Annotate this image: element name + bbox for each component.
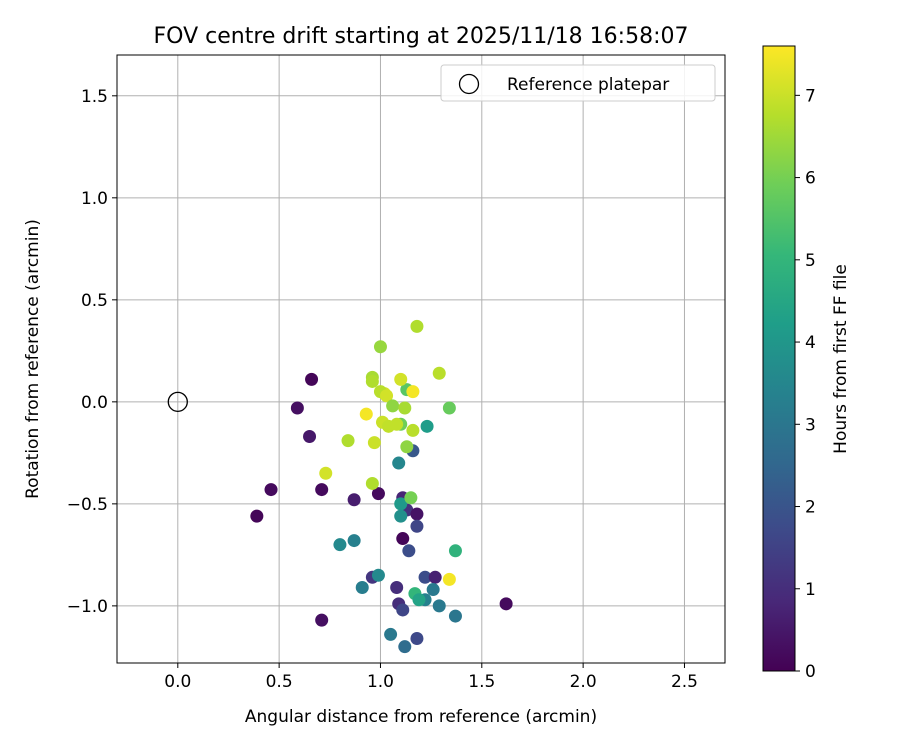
legend-open-circle-icon	[458, 73, 480, 95]
data-point	[396, 603, 410, 617]
x-tick-label: 0.5	[266, 672, 293, 692]
y-tick-label: 1.5	[81, 87, 108, 107]
colorbar-tick-label: 0	[805, 662, 816, 682]
data-point	[264, 483, 278, 497]
data-point	[305, 372, 319, 386]
data-point	[341, 434, 355, 448]
x-axis-label: Angular distance from reference (arcmin)	[245, 707, 597, 727]
data-point	[315, 613, 329, 627]
legend-box	[440, 64, 716, 102]
y-tick-label: 0.0	[81, 393, 108, 413]
colorbar-gradient	[763, 46, 795, 671]
data-point	[347, 493, 361, 507]
data-point	[384, 627, 398, 641]
colorbar-tick-label: 3	[805, 415, 816, 435]
data-point	[390, 417, 404, 431]
x-tick-label: 1.5	[468, 672, 495, 692]
y-axis-ticks: −1.0 −0.5 0.0 0.5 1.0 1.5	[67, 87, 117, 617]
data-point	[412, 593, 426, 607]
data-point	[365, 374, 379, 388]
data-point	[386, 399, 400, 413]
data-point	[380, 389, 394, 403]
data-point	[410, 519, 424, 533]
data-point	[319, 466, 333, 480]
y-tick-label: 1.0	[81, 189, 108, 209]
data-point	[315, 483, 329, 497]
colorbar-tick-label: 4	[805, 333, 816, 353]
x-tick-label: 2.0	[570, 672, 597, 692]
data-point	[400, 440, 414, 454]
data-point	[442, 401, 456, 415]
colorbar-label: Hours from first FF file	[831, 264, 851, 454]
data-point	[367, 436, 381, 450]
data-point	[448, 544, 462, 558]
data-point	[303, 430, 317, 444]
x-tick-label: 2.5	[671, 672, 698, 692]
data-point	[410, 319, 424, 333]
axes-frame	[116, 54, 726, 664]
data-point	[250, 509, 264, 523]
data-point	[347, 534, 361, 548]
data-point	[359, 407, 373, 421]
y-axis-label: Rotation from reference (arcmin)	[23, 219, 43, 499]
data-point	[373, 340, 387, 354]
y-tick-label: 0.5	[81, 291, 108, 311]
data-point	[396, 532, 410, 546]
chart-title: FOV centre drift starting at 2025/11/18 …	[154, 24, 689, 49]
data-point	[394, 372, 408, 386]
data-point	[410, 507, 424, 521]
legend-label: Reference platepar	[507, 75, 669, 95]
data-point	[448, 609, 462, 623]
data-point	[499, 597, 513, 611]
x-tick-label: 0.0	[164, 672, 191, 692]
colorbar-tick-label: 2	[805, 498, 816, 518]
colorbar: 0 1 2 3 4 5 6 7 Hours from first FF file	[762, 45, 851, 682]
colorbar-tick-label: 5	[805, 251, 816, 271]
data-point	[404, 491, 418, 505]
data-point	[290, 401, 304, 415]
data-point	[432, 599, 446, 613]
data-point	[428, 570, 442, 584]
data-point	[442, 572, 456, 586]
colorbar-frame	[762, 45, 796, 672]
data-point	[426, 583, 440, 597]
colorbar-tick-label: 1	[805, 580, 816, 600]
colorbar-tick-label: 7	[805, 86, 816, 106]
data-point	[394, 509, 408, 523]
data-points	[250, 319, 513, 654]
grid-lines	[117, 55, 725, 663]
x-axis-ticks: 0.0 0.5 1.0 1.5 2.0 2.5	[164, 663, 698, 692]
data-point	[406, 423, 420, 437]
data-point	[371, 568, 385, 582]
data-point	[418, 570, 432, 584]
x-tick-label: 1.0	[367, 672, 394, 692]
data-point	[394, 497, 408, 511]
data-point	[398, 640, 412, 654]
data-point	[402, 544, 416, 558]
colorbar-tick-label: 6	[805, 169, 816, 189]
colorbar-ticks: 0 1 2 3 4 5 6 7	[795, 86, 816, 682]
data-point	[371, 487, 385, 501]
data-point	[392, 456, 406, 470]
reference-platepar-marker	[167, 391, 188, 412]
data-point	[420, 419, 434, 433]
legend: Reference platepar	[440, 64, 716, 102]
data-point	[406, 385, 420, 399]
data-point	[398, 401, 412, 415]
data-point	[432, 366, 446, 380]
data-point	[333, 538, 347, 552]
data-point	[355, 581, 369, 595]
data-point	[365, 476, 379, 490]
y-tick-label: −1.0	[67, 597, 108, 617]
data-point	[410, 632, 424, 646]
y-tick-label: −0.5	[67, 495, 108, 515]
data-point	[390, 581, 404, 595]
